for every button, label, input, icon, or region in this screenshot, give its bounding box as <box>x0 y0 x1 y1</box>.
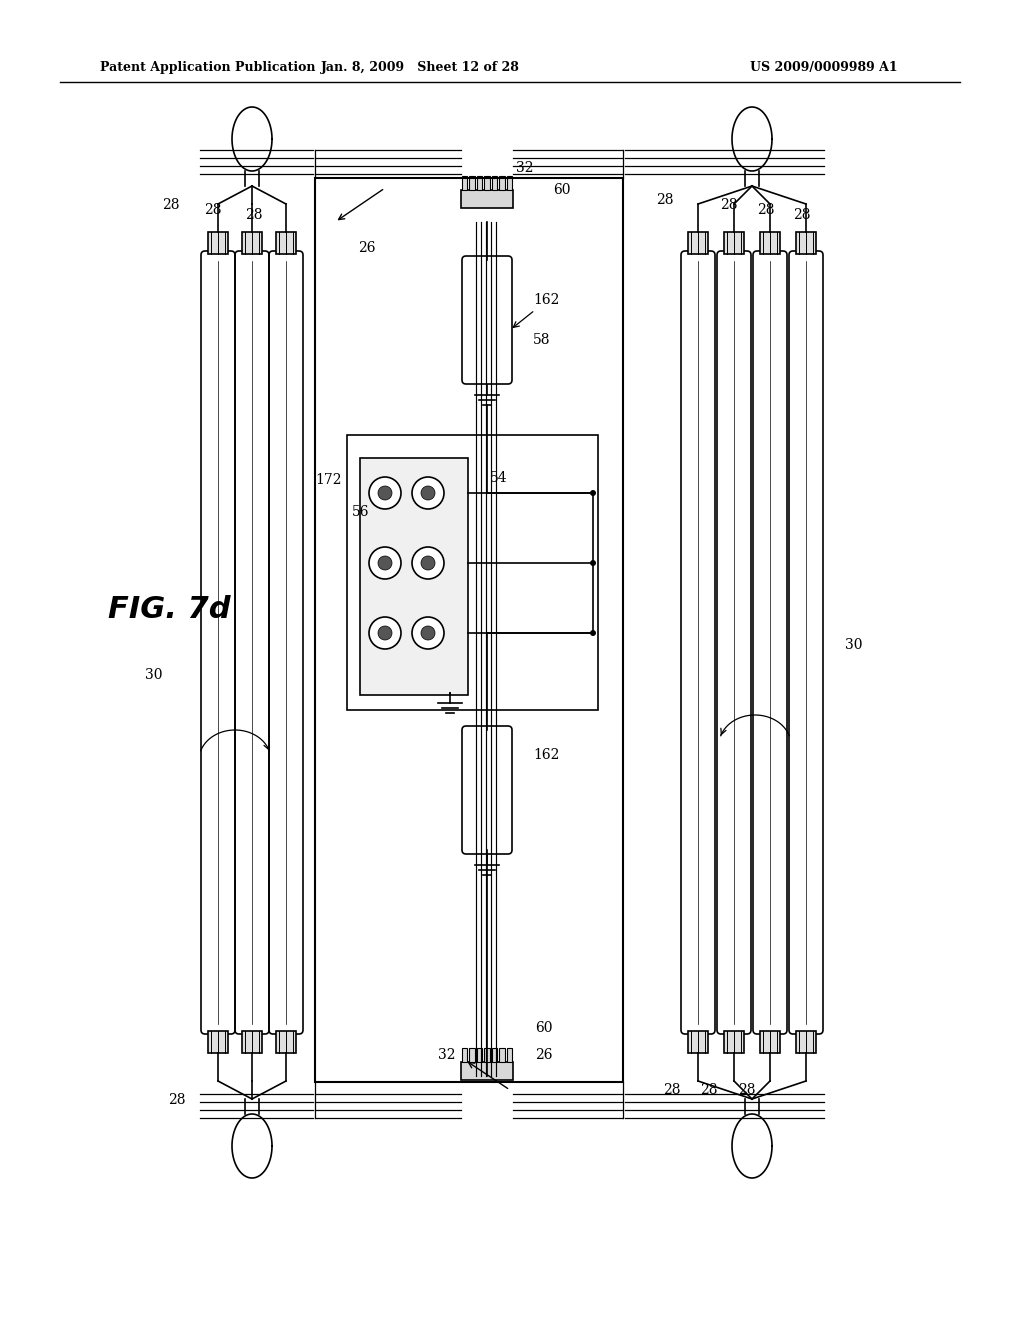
Bar <box>688 232 708 253</box>
Text: 30: 30 <box>845 638 862 652</box>
Bar <box>477 176 482 190</box>
Bar <box>484 176 489 190</box>
Text: 26: 26 <box>358 242 376 255</box>
Bar <box>507 1048 512 1063</box>
Bar <box>507 176 512 190</box>
Bar <box>208 1031 228 1053</box>
Text: 28: 28 <box>168 1093 185 1107</box>
Text: 32: 32 <box>438 1048 456 1063</box>
Bar <box>462 1048 467 1063</box>
Circle shape <box>412 616 444 649</box>
Text: 58: 58 <box>534 333 551 347</box>
Bar <box>347 436 598 710</box>
Text: 30: 30 <box>145 668 163 682</box>
Circle shape <box>421 556 435 570</box>
Text: FIG. 7d: FIG. 7d <box>108 595 230 624</box>
Circle shape <box>378 556 392 570</box>
Circle shape <box>369 616 401 649</box>
Bar <box>724 1031 744 1053</box>
Bar <box>276 1031 296 1053</box>
Text: 28: 28 <box>757 203 774 216</box>
Bar <box>477 1048 482 1063</box>
Circle shape <box>412 546 444 579</box>
Circle shape <box>421 486 435 500</box>
Text: 28: 28 <box>162 198 179 213</box>
Text: 56: 56 <box>352 506 370 519</box>
Text: 60: 60 <box>553 183 570 197</box>
Text: 32: 32 <box>516 161 534 176</box>
Bar <box>461 190 513 209</box>
Bar <box>469 176 475 190</box>
Bar <box>492 1048 497 1063</box>
Bar <box>461 1063 513 1080</box>
Circle shape <box>590 560 596 566</box>
Circle shape <box>369 546 401 579</box>
Bar <box>242 1031 262 1053</box>
Circle shape <box>378 486 392 500</box>
Text: 162: 162 <box>534 293 559 308</box>
Bar <box>796 232 816 253</box>
Text: 28: 28 <box>245 209 262 222</box>
Text: 172: 172 <box>315 473 341 487</box>
Text: 28: 28 <box>793 209 811 222</box>
Text: US 2009/0009989 A1: US 2009/0009989 A1 <box>750 62 898 74</box>
Bar <box>242 232 262 253</box>
Text: 28: 28 <box>663 1082 681 1097</box>
Bar <box>796 1031 816 1053</box>
Circle shape <box>421 626 435 640</box>
Bar <box>688 1031 708 1053</box>
Text: 28: 28 <box>656 193 674 207</box>
Bar <box>484 1048 489 1063</box>
Bar <box>469 1048 475 1063</box>
Bar <box>760 1031 780 1053</box>
Circle shape <box>412 477 444 510</box>
Text: Patent Application Publication: Patent Application Publication <box>100 62 315 74</box>
Bar <box>315 178 623 1082</box>
Bar <box>499 1048 505 1063</box>
Text: Jan. 8, 2009   Sheet 12 of 28: Jan. 8, 2009 Sheet 12 of 28 <box>321 62 519 74</box>
Bar <box>360 458 468 696</box>
Text: 28: 28 <box>738 1082 756 1097</box>
Bar <box>760 232 780 253</box>
Bar <box>462 176 467 190</box>
Circle shape <box>590 490 596 496</box>
Circle shape <box>590 630 596 636</box>
Bar <box>276 232 296 253</box>
Circle shape <box>369 477 401 510</box>
Text: 28: 28 <box>720 198 737 213</box>
Text: 28: 28 <box>204 203 221 216</box>
Circle shape <box>378 626 392 640</box>
Bar <box>492 176 497 190</box>
Bar <box>499 176 505 190</box>
Text: 162: 162 <box>534 748 559 762</box>
Bar <box>208 232 228 253</box>
Bar <box>724 232 744 253</box>
Text: 26: 26 <box>535 1048 553 1063</box>
Text: 54: 54 <box>490 471 508 484</box>
Text: 28: 28 <box>700 1082 718 1097</box>
Text: 60: 60 <box>535 1020 553 1035</box>
